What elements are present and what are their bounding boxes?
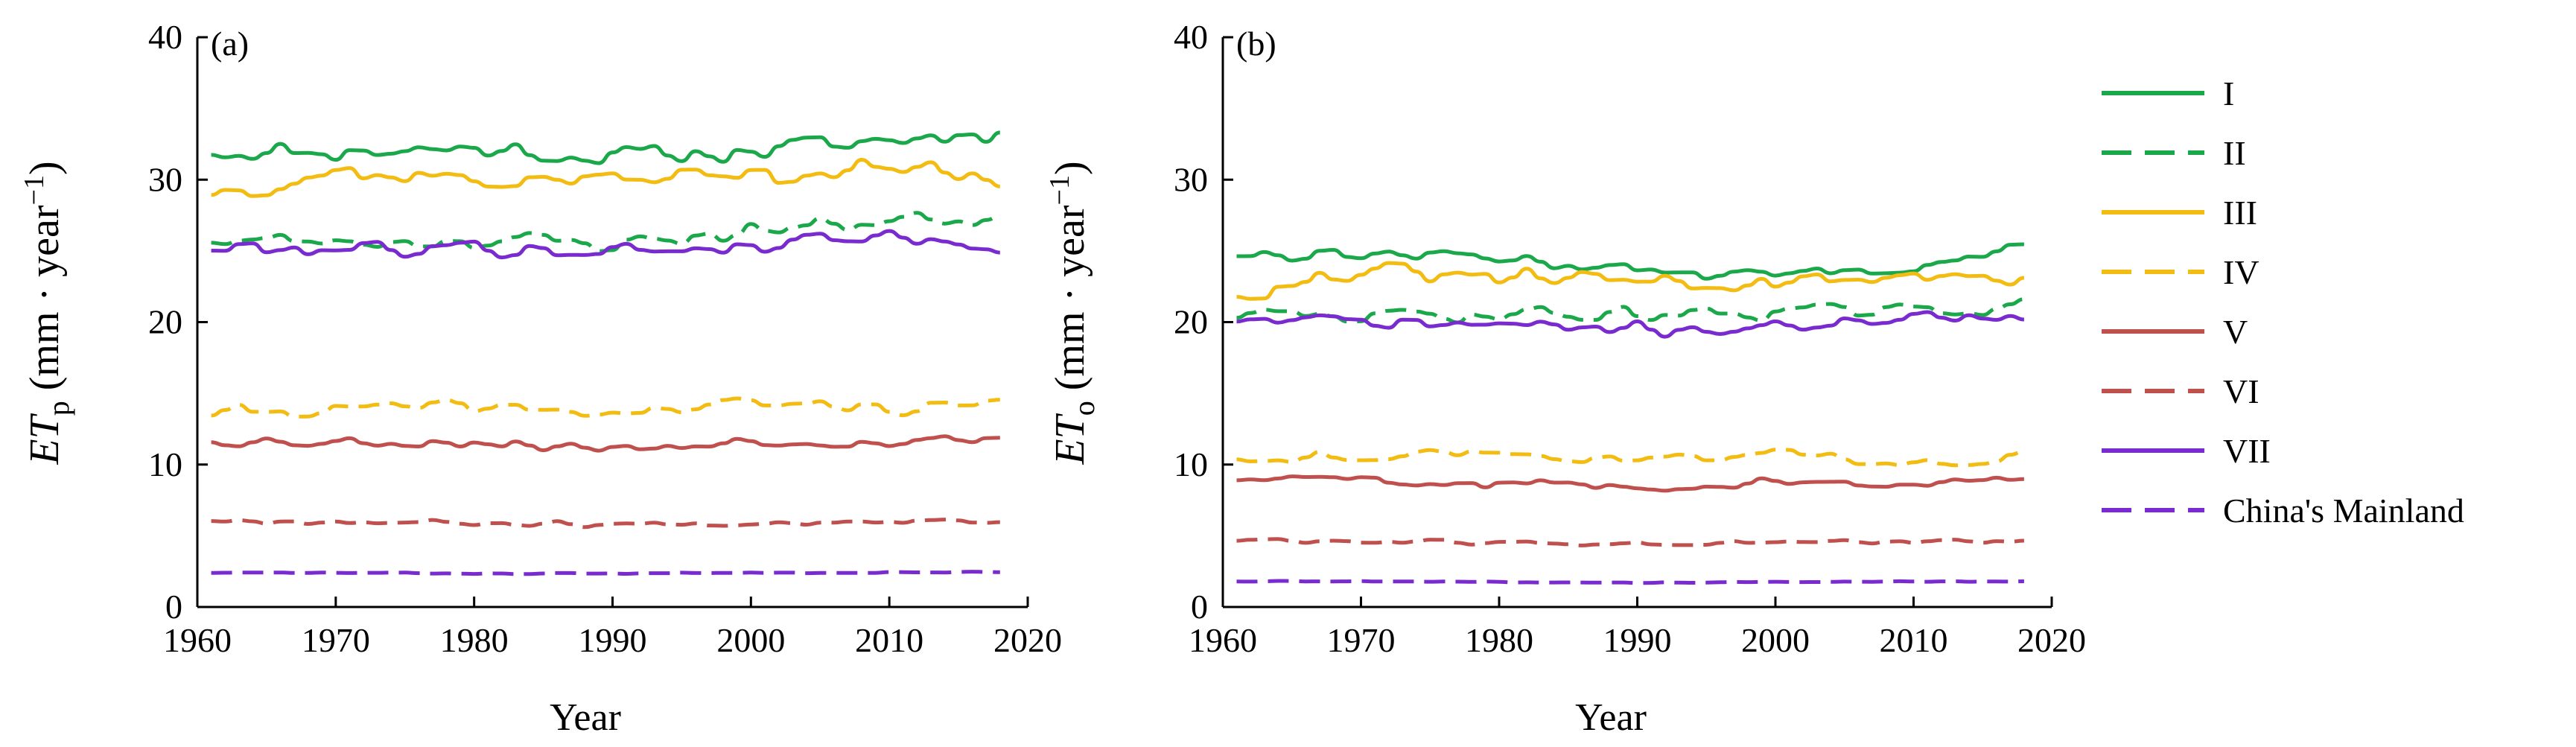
panel-a-ylabel-main: ET (22, 413, 68, 465)
panel-a-y-tick-label: 30 (148, 160, 182, 198)
legend-label: II (2223, 134, 2246, 172)
panel-a-series-v (211, 434, 1000, 453)
panel-b-series-china-s-mainland (1236, 579, 2024, 585)
panel-b-x-tick-label: 1990 (1603, 621, 1672, 659)
panel-a-x-tick-label: 2010 (855, 621, 923, 659)
panel-a-x-tick-label: 2000 (716, 621, 785, 659)
svg-text:ETo (mm · year−1): ETo (mm · year−1) (1044, 161, 1101, 465)
panel-a-x-tick-label: 2020 (993, 621, 1062, 659)
panel-b-series-vii (1236, 310, 2025, 339)
panel-b-x-tick-label: 1970 (1327, 621, 1396, 659)
legend-label: IV (2223, 253, 2259, 291)
panel-a-x-tick-label: 1980 (440, 621, 509, 659)
panel-a-x-axis-title: Year (550, 696, 621, 739)
panel-b-ylabel-sub: o (1067, 401, 1101, 416)
panel-a-y-tick-label: 40 (148, 18, 182, 56)
panel-b-y-tick-label: 0 (1191, 588, 1208, 626)
legend-label: V (2223, 313, 2248, 351)
panel-a-chart: (a) ETp (mm · year−1) Year 0 10 20 30 40 1960… (19, 18, 1062, 739)
panel-b-series-vi (1236, 537, 2024, 547)
panel-b-y-tick-label: 20 (1174, 303, 1208, 341)
panel-a-ylabel-sub: p (42, 401, 75, 416)
panel-b-x-tick-label: 1960 (1189, 621, 1257, 659)
legend-label: I (2223, 74, 2234, 112)
panel-a-ylabel-exp: −1 (19, 175, 50, 205)
panel-b-label: (b) (1236, 25, 1276, 63)
legend-label: China's Mainland (2223, 492, 2464, 530)
panel-a-y-axis-title: ETp (mm · year−1) (19, 161, 75, 465)
panel-b-ylabel-close: ) (1047, 161, 1093, 175)
panel-b-y-axis-title: ETo (mm · year−1) (1044, 161, 1101, 465)
panel-b-ylabel-unit: (mm · year (1047, 205, 1093, 401)
panel-b-y-tick-label: 10 (1174, 445, 1208, 483)
panel-a-y-tick-label: 0 (165, 588, 182, 626)
panel-b-series-v (1236, 474, 2024, 493)
panel-a-series-china-s-mainland (211, 570, 1000, 576)
panel-a-y-tick-label: 10 (148, 445, 182, 483)
panel-b-x-tick-label: 2020 (2017, 621, 2086, 659)
svg-text:ETp (mm · year−1): ETp (mm · year−1) (19, 161, 75, 465)
panel-b-x-tick-label: 2010 (1880, 621, 1948, 659)
panel-a-ylabel-unit: (mm · year (22, 205, 68, 401)
panel-a-series-i (211, 130, 1001, 165)
panel-a-series-iv (211, 396, 1000, 419)
panel-b-series-iv (1236, 448, 2025, 468)
panel-a-series-vi (211, 518, 1000, 530)
panel-b-series-i (1236, 242, 2024, 281)
legend-label: VI (2223, 372, 2259, 410)
panel-b-series-ii (1236, 297, 2025, 325)
panel-a-series-iii (211, 158, 1001, 198)
panel-b-y-tick-label: 30 (1174, 160, 1208, 198)
panel-a-x-tick-label: 1970 (302, 621, 370, 659)
panel-a-x-tick-label: 1960 (163, 621, 232, 659)
panel-b-y-tick-label: 40 (1174, 18, 1208, 56)
panel-b-chart: (b) ETo (mm · year−1) Year 0 10 20 30 40 1960… (1044, 18, 2086, 739)
panel-b-series-iii (1236, 261, 2025, 301)
panel-b-ylabel-main: ET (1047, 413, 1093, 465)
panel-a-label: (a) (211, 25, 249, 63)
panel-a-ylabel-close: ) (22, 161, 68, 175)
legend-label: VII (2223, 432, 2271, 470)
panel-a-y-tick-label: 20 (148, 303, 182, 341)
panel-a-x-tick-label: 1990 (579, 621, 647, 659)
panel-a-series-vii (211, 229, 1000, 260)
panel-b-x-axis-title: Year (1575, 696, 1647, 739)
legend-label: III (2223, 194, 2257, 232)
panel-b-x-tick-label: 2000 (1741, 621, 1810, 659)
panel-b-ylabel-exp: −1 (1044, 175, 1075, 205)
panel-b-x-tick-label: 1980 (1465, 621, 1533, 659)
